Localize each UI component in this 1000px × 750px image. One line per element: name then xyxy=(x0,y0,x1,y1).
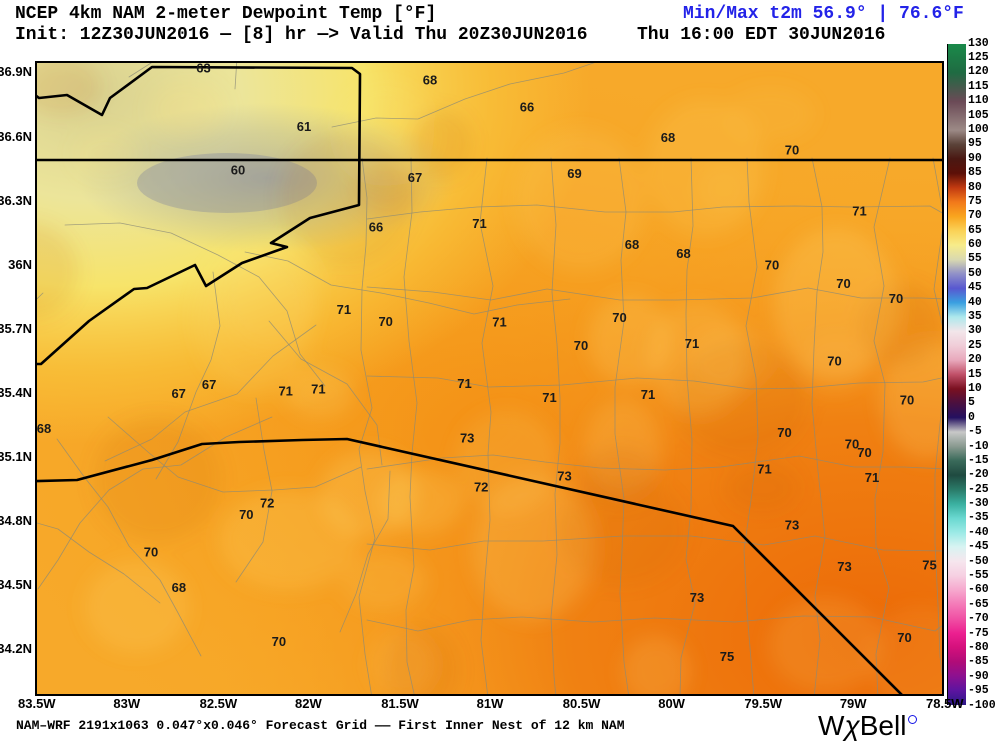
svg-text:67: 67 xyxy=(202,377,216,392)
svg-text:73: 73 xyxy=(557,469,571,484)
svg-text:68: 68 xyxy=(661,130,675,145)
svg-text:71: 71 xyxy=(492,315,506,330)
svg-text:61: 61 xyxy=(297,119,311,134)
svg-text:67: 67 xyxy=(171,386,185,401)
svg-text:70: 70 xyxy=(239,507,253,522)
svg-text:68: 68 xyxy=(37,421,51,436)
svg-text:73: 73 xyxy=(690,590,704,605)
svg-text:71: 71 xyxy=(311,382,325,397)
svg-text:68: 68 xyxy=(676,246,690,261)
svg-text:71: 71 xyxy=(757,462,771,477)
svg-text:68: 68 xyxy=(172,580,186,595)
svg-text:71: 71 xyxy=(641,387,655,402)
svg-text:70: 70 xyxy=(378,314,392,329)
svg-text:68: 68 xyxy=(423,73,437,88)
svg-text:70: 70 xyxy=(765,258,779,273)
svg-text:73: 73 xyxy=(837,559,851,574)
svg-text:70: 70 xyxy=(836,276,850,291)
svg-text:70: 70 xyxy=(612,310,626,325)
svg-text:75: 75 xyxy=(922,558,936,573)
svg-text:71: 71 xyxy=(852,204,866,219)
svg-text:71: 71 xyxy=(685,336,699,351)
svg-text:71: 71 xyxy=(542,390,556,405)
svg-text:66: 66 xyxy=(520,100,534,115)
svg-text:70: 70 xyxy=(897,630,911,645)
svg-text:70: 70 xyxy=(574,338,588,353)
svg-text:71: 71 xyxy=(337,302,351,317)
svg-text:72: 72 xyxy=(260,496,274,511)
svg-text:75: 75 xyxy=(720,649,734,664)
svg-text:73: 73 xyxy=(785,518,799,533)
svg-text:71: 71 xyxy=(865,470,879,485)
svg-text:70: 70 xyxy=(272,634,286,649)
svg-text:71: 71 xyxy=(278,384,292,399)
svg-text:67: 67 xyxy=(408,170,422,185)
svg-text:63: 63 xyxy=(196,63,210,76)
svg-text:71: 71 xyxy=(457,376,471,391)
svg-text:71: 71 xyxy=(472,216,486,231)
svg-text:73: 73 xyxy=(460,431,474,446)
svg-text:70: 70 xyxy=(889,291,903,306)
svg-text:70: 70 xyxy=(900,393,914,408)
svg-text:70: 70 xyxy=(857,445,871,460)
svg-text:70: 70 xyxy=(785,143,799,158)
svg-text:69: 69 xyxy=(567,166,581,181)
svg-text:68: 68 xyxy=(625,237,639,252)
svg-text:60: 60 xyxy=(231,163,245,178)
svg-text:70: 70 xyxy=(827,354,841,369)
svg-text:66: 66 xyxy=(369,220,383,235)
svg-text:70: 70 xyxy=(777,425,791,440)
svg-text:72: 72 xyxy=(474,479,488,494)
svg-text:70: 70 xyxy=(144,544,158,559)
